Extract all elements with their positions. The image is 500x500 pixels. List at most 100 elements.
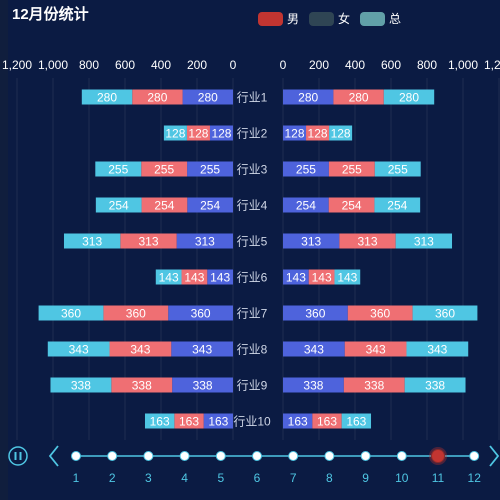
category-label: 行业7 (237, 307, 268, 321)
bar-left-total (63, 233, 121, 249)
bar-left-female (132, 89, 183, 105)
data-label-left: 343 (69, 343, 89, 357)
data-label-left: 254 (200, 199, 220, 213)
data-label-right: 338 (425, 379, 445, 393)
bar-left-female (174, 413, 204, 429)
legend-swatch-male (258, 11, 283, 26)
data-label-right: 313 (357, 235, 377, 249)
timeline-label[interactable]: 3 (145, 471, 152, 485)
timeline-label[interactable]: 10 (395, 471, 409, 485)
category-label: 行业5 (237, 235, 268, 249)
bar-right-female (306, 125, 330, 141)
category-label: 行业1 (237, 91, 268, 105)
bar-right-total (374, 161, 421, 177)
data-label-right: 360 (435, 307, 455, 321)
bar-left-total (163, 125, 187, 141)
bar-left-female (186, 125, 210, 141)
data-label-right: 360 (370, 307, 390, 321)
timeline-point[interactable] (288, 451, 299, 461)
legend-swatch-total (360, 11, 386, 26)
timeline-point[interactable] (324, 451, 335, 461)
timeline-point[interactable] (396, 451, 407, 461)
data-label-left: 255 (200, 163, 220, 177)
bar-left-total (95, 161, 142, 177)
timeline-label[interactable]: 4 (181, 471, 188, 485)
bar-right-male (283, 341, 345, 357)
data-label-left: 143 (184, 271, 204, 285)
timeline-point[interactable] (179, 451, 190, 461)
legend-item-female[interactable]: 女 (309, 10, 350, 27)
bar-left-female (141, 161, 188, 177)
timeline-point[interactable] (252, 451, 262, 461)
data-label-left: 360 (126, 307, 146, 321)
legend-label-female: 女 (338, 12, 351, 26)
timeline-point[interactable] (215, 451, 226, 461)
timeline-label[interactable]: 11 (432, 471, 445, 485)
data-label-left: 360 (191, 307, 211, 321)
bar-right-total (412, 305, 478, 321)
data-label-right: 143 (337, 271, 357, 285)
timeline-current-point[interactable] (431, 449, 445, 463)
bar-left-male (182, 89, 233, 105)
bar-right-male (283, 377, 344, 393)
data-label-right: 254 (296, 199, 316, 213)
timeline-label[interactable]: 1 (73, 471, 80, 485)
timeline-label[interactable]: 8 (326, 471, 333, 485)
timeline-label[interactable]: 12 (468, 471, 482, 485)
bar-right-male (283, 197, 329, 213)
bar-left-female (109, 341, 172, 357)
tick-label-left: 600 (115, 58, 135, 72)
data-label-left: 255 (108, 163, 128, 177)
data-label-right: 163 (317, 415, 337, 429)
data-label-left: 255 (154, 163, 174, 177)
timeline-point[interactable] (71, 451, 81, 461)
timeline-label[interactable]: 9 (362, 471, 369, 485)
data-label-left: 163 (208, 415, 228, 429)
bar-right-female (347, 305, 413, 321)
timeline-label[interactable]: 7 (290, 471, 297, 485)
bar-right-male (283, 413, 313, 429)
bar-left-female (103, 305, 169, 321)
data-label-right: 143 (286, 271, 306, 285)
data-label-right: 128 (331, 127, 351, 141)
bar-right-female (312, 413, 342, 429)
data-label-left: 360 (61, 307, 81, 321)
data-label-right: 343 (366, 343, 386, 357)
timeline-label[interactable]: 5 (217, 471, 224, 485)
legend-label-total: 总 (389, 12, 402, 26)
timeline-point[interactable] (107, 451, 118, 461)
prev-arrow-icon[interactable] (48, 445, 59, 467)
data-label-right: 360 (305, 307, 325, 321)
data-label-left: 163 (179, 415, 199, 429)
bar-right-male (283, 233, 340, 249)
data-label-left: 313 (82, 235, 102, 249)
tick-label-right: 1,200 (484, 58, 500, 72)
bar-left-male (187, 197, 233, 213)
next-arrow-icon[interactable] (489, 445, 500, 467)
bar-left-male (187, 161, 233, 177)
timeline-label[interactable]: 6 (254, 471, 261, 485)
play-pause-button[interactable] (8, 446, 28, 466)
bar-left-male (172, 377, 233, 393)
bar-left-female (141, 197, 188, 213)
bar-left-male (176, 233, 233, 249)
bar-right-total (374, 197, 421, 213)
timeline-point[interactable] (143, 451, 154, 461)
category-label: 行业2 (237, 127, 268, 141)
legend-item-total[interactable]: 总 (360, 10, 401, 27)
tick-label-right: 1,000 (448, 58, 478, 72)
timeline-point[interactable] (469, 451, 480, 461)
data-label-right: 255 (296, 163, 316, 177)
data-label-left: 343 (192, 343, 212, 357)
bar-right-total (334, 269, 361, 285)
bar-left-female (120, 233, 177, 249)
bar-right-total (395, 233, 453, 249)
bar-left-total (38, 305, 104, 321)
legend-item-male[interactable]: 男 (258, 10, 299, 27)
data-label-right: 128 (308, 127, 328, 141)
data-label-right: 255 (342, 163, 362, 177)
timeline-point[interactable] (360, 451, 371, 461)
timeline-label[interactable]: 2 (109, 471, 116, 485)
data-label-left: 143 (210, 271, 230, 285)
